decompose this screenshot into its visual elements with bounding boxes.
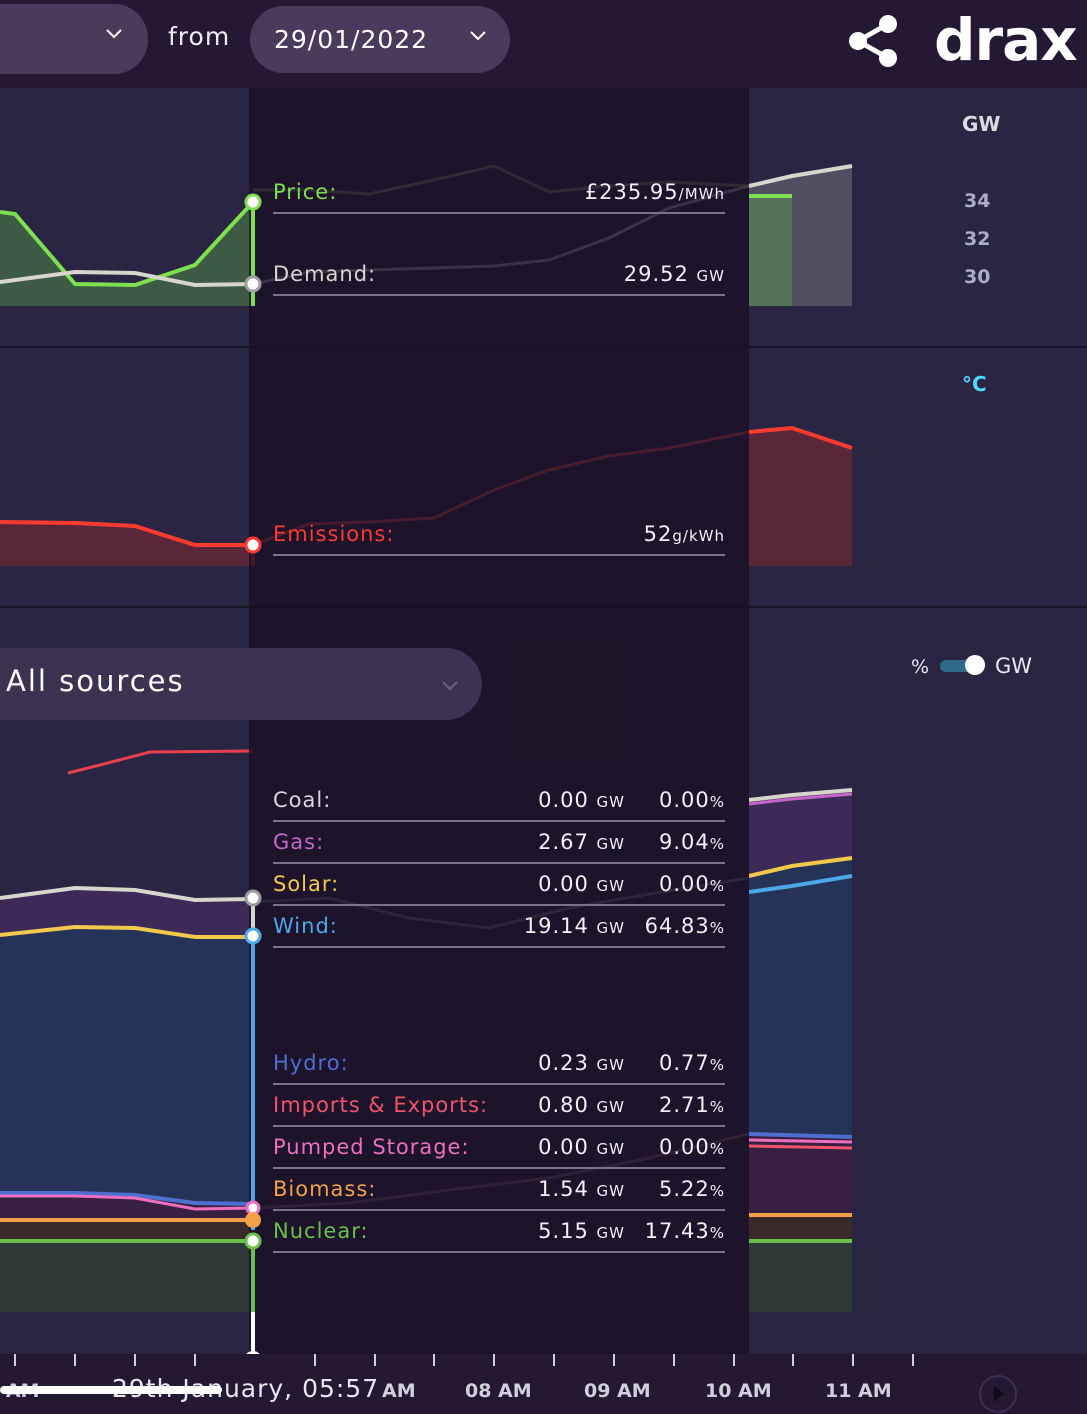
- gw-tick: 30: [964, 266, 991, 288]
- timeline-ticks: [14, 1354, 914, 1366]
- nuclear-area: [0, 1241, 253, 1312]
- source-label: Hydro:: [273, 1051, 349, 1075]
- emissions-area-right: [749, 428, 852, 566]
- next-arrow-icon[interactable]: [978, 1374, 1018, 1414]
- time-label: 09 AM: [584, 1380, 651, 1402]
- date-select-value: 29/01/2022: [274, 25, 429, 54]
- source-pct: 0.00%: [658, 788, 725, 812]
- top-bar: [0, 0, 1087, 88]
- source-row: Hydro: 0.23 GW 0.77%: [273, 1051, 725, 1085]
- price-marker: [244, 193, 262, 211]
- wind-marker: [244, 927, 262, 945]
- drax-logo[interactable]: drax: [934, 6, 1078, 74]
- source-row: Nuclear: 5.15 GW 17.43%: [273, 1219, 725, 1253]
- timeline-scrubber[interactable]: [0, 1386, 222, 1394]
- source-gw: 2.67 GW: [538, 830, 625, 854]
- share-icon[interactable]: [846, 14, 900, 68]
- demand-value: 29.52 GW: [623, 262, 725, 286]
- source-gw: 0.80 GW: [538, 1093, 625, 1117]
- timeline-bar[interactable]: [0, 1354, 1087, 1414]
- biomass-marker: [245, 1212, 261, 1228]
- unit-toggle-knob[interactable]: [965, 655, 985, 675]
- price-label: Price:: [273, 180, 338, 204]
- gw-axis-unit: GW: [962, 112, 1001, 136]
- source-gw: 5.15 GW: [538, 1219, 625, 1243]
- source-row: Coal: 0.00 GW 0.00%: [273, 788, 725, 822]
- emissions-area: [0, 522, 253, 566]
- source-pct: 2.71%: [658, 1093, 725, 1117]
- source-label: Pumped Storage:: [273, 1135, 470, 1159]
- imports-area: [0, 1193, 253, 1218]
- source-label: Imports & Exports:: [273, 1093, 489, 1117]
- nuclear-marker: [244, 1232, 262, 1250]
- source-pct: 0.77%: [658, 1051, 725, 1075]
- emissions-line: [0, 520, 253, 547]
- toggle-percent-label[interactable]: %: [911, 656, 930, 678]
- source-label: Gas:: [273, 830, 325, 854]
- gw-tick: 34: [964, 190, 991, 212]
- emissions-label: Emissions:: [273, 522, 395, 546]
- price-bar: [749, 196, 792, 306]
- source-row: Solar: 0.00 GW 0.00%: [273, 872, 725, 906]
- range-select[interactable]: [0, 4, 148, 74]
- source-label: Coal:: [273, 788, 332, 812]
- source-label: Biomass:: [273, 1177, 377, 1201]
- gw-tick: 32: [964, 228, 991, 250]
- from-label: from: [168, 22, 231, 51]
- overlay-ghost-lines: [252, 164, 749, 1210]
- demand-line: [748, 164, 853, 188]
- tooltip-row-demand: Demand: 29.52 GW: [273, 262, 725, 296]
- source-pct: 17.43%: [644, 1219, 725, 1243]
- temperature-axis-unit: °C: [962, 372, 987, 396]
- source-row: Wind: 19.14 GW 64.83%: [273, 914, 725, 948]
- time-label: 10 AM: [705, 1380, 772, 1402]
- chevron-down-icon: [106, 29, 122, 39]
- temperature-line: [67, 749, 254, 775]
- chevron-down-icon: [442, 681, 458, 691]
- emissions-marker: [244, 536, 262, 554]
- demand-marker: [244, 275, 262, 293]
- source-pct: 9.04%: [658, 830, 725, 854]
- source-label: Wind:: [273, 914, 338, 938]
- source-gw: 0.00 GW: [538, 1135, 625, 1159]
- tooltip-row-emissions: Emissions: 52g/kWh: [273, 522, 725, 556]
- time-label: 11 AM: [825, 1380, 892, 1402]
- date-select[interactable]: 29/01/2022: [250, 6, 510, 73]
- source-pct: 0.00%: [658, 872, 725, 896]
- source-gw: 0.23 GW: [538, 1051, 625, 1075]
- hover-marker-line[interactable]: [240, 190, 268, 1380]
- demand-line-left: [0, 269, 254, 288]
- source-row: Imports & Exports: 0.80 GW 2.71%: [273, 1093, 725, 1127]
- toggle-gw-label[interactable]: GW: [995, 654, 1033, 678]
- source-pct: 0.00%: [658, 1135, 725, 1159]
- coal-marker: [244, 889, 262, 907]
- time-label: AM: [382, 1380, 416, 1402]
- source-label: Solar:: [273, 872, 340, 896]
- source-label: Nuclear:: [273, 1219, 369, 1243]
- source-gw: 1.54 GW: [538, 1177, 625, 1201]
- emissions-value: 52g/kWh: [643, 522, 725, 546]
- source-pct: 5.22%: [658, 1177, 725, 1201]
- source-pct: 64.83%: [644, 914, 725, 938]
- price-value: £235.95/MWh: [584, 180, 725, 204]
- time-label: 08 AM: [465, 1380, 532, 1402]
- source-row: Gas: 2.67 GW 9.04%: [273, 830, 725, 864]
- demand-label: Demand:: [273, 262, 377, 286]
- tooltip-row-price: Price: £235.95/MWh: [273, 180, 725, 214]
- biomass-area: [0, 1220, 253, 1241]
- hover-overlay: [249, 88, 749, 1354]
- sources-select[interactable]: [0, 648, 482, 720]
- chevron-down-icon: [470, 31, 486, 41]
- emissions-line-right: [748, 425, 853, 450]
- source-gw: 0.00 GW: [538, 788, 625, 812]
- source-gw: 19.14 GW: [523, 914, 625, 938]
- price-area: [0, 202, 253, 306]
- source-gw: 0.00 GW: [538, 872, 625, 896]
- sources-select-value: All sources: [6, 664, 185, 698]
- wind-area: [0, 927, 253, 1204]
- source-row: Biomass: 1.54 GW 5.22%: [273, 1177, 725, 1211]
- source-row: Pumped Storage: 0.00 GW 0.00%: [273, 1135, 725, 1169]
- price-line: [0, 200, 255, 288]
